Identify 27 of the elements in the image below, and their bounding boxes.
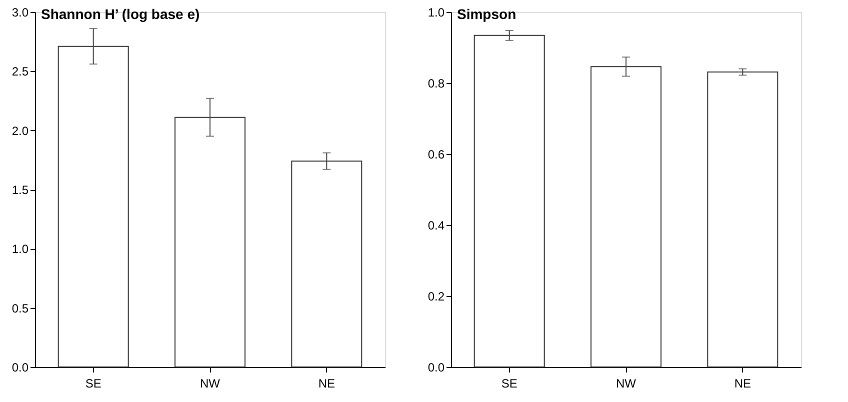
- x-tick-label: SE: [85, 376, 102, 390]
- y-tick-label: 2.0: [12, 124, 29, 138]
- x-tick-label: NW: [200, 376, 221, 390]
- y-tick-label: 1.0: [12, 242, 29, 256]
- bar: [291, 160, 362, 368]
- chart-title: Simpson: [457, 6, 516, 22]
- y-tick-label: 0.0: [428, 360, 445, 374]
- y-tick-label: 0.5: [12, 301, 29, 316]
- chart-title: Shannon H’ (log base e): [41, 6, 200, 22]
- bar: [174, 116, 246, 368]
- y-tick-label: 0.0: [12, 360, 29, 374]
- x-tick-label: NW: [616, 376, 637, 390]
- y-tick-label: 3.0: [12, 6, 29, 20]
- bar: [707, 71, 778, 368]
- x-tick-label: NE: [318, 376, 336, 390]
- y-tick-label: 0.8: [428, 76, 445, 90]
- y-tick-label: 2.5: [12, 64, 29, 79]
- y-tick-label: 0.2: [428, 290, 445, 304]
- bar: [590, 66, 662, 368]
- x-tick-label: NE: [734, 376, 752, 390]
- bar: [58, 46, 129, 368]
- x-tick-label: SE: [501, 376, 518, 390]
- y-tick-label: 1.5: [12, 183, 29, 197]
- y-tick-label: 0.4: [428, 218, 445, 232]
- y-tick-label: 1.0: [428, 6, 445, 20]
- y-tick-label: 0.6: [428, 148, 445, 162]
- bar: [474, 34, 545, 368]
